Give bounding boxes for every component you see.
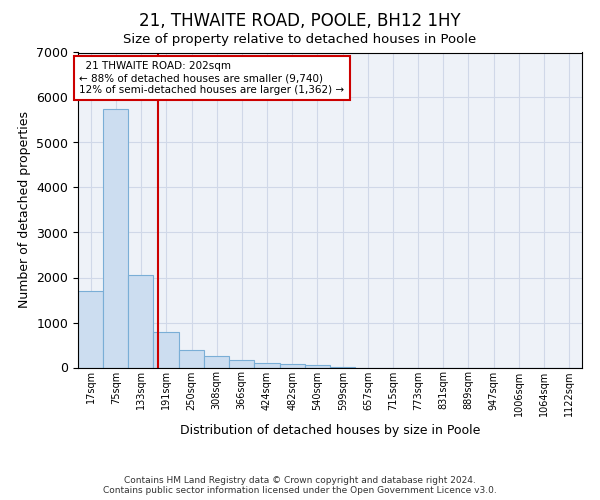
Text: Contains HM Land Registry data © Crown copyright and database right 2024.
Contai: Contains HM Land Registry data © Crown c…	[103, 476, 497, 495]
Bar	[103, 108, 128, 368]
Bar	[254, 363, 280, 368]
Y-axis label: Number of detached properties: Number of detached properties	[18, 112, 31, 308]
Text: 21, THWAITE ROAD, POOLE, BH12 1HY: 21, THWAITE ROAD, POOLE, BH12 1HY	[139, 12, 461, 30]
Bar	[204, 356, 229, 368]
Text: Size of property relative to detached houses in Poole: Size of property relative to detached ho…	[124, 32, 476, 46]
Bar	[154, 332, 179, 368]
Bar	[229, 360, 254, 368]
Bar	[179, 350, 204, 368]
X-axis label: Distribution of detached houses by size in Poole: Distribution of detached houses by size …	[180, 424, 480, 437]
Bar	[305, 365, 330, 368]
Bar	[280, 364, 305, 368]
Bar	[78, 291, 103, 368]
Bar	[128, 275, 154, 368]
Text: 21 THWAITE ROAD: 202sqm
← 88% of detached houses are smaller (9,740)
12% of semi: 21 THWAITE ROAD: 202sqm ← 88% of detache…	[79, 62, 344, 94]
